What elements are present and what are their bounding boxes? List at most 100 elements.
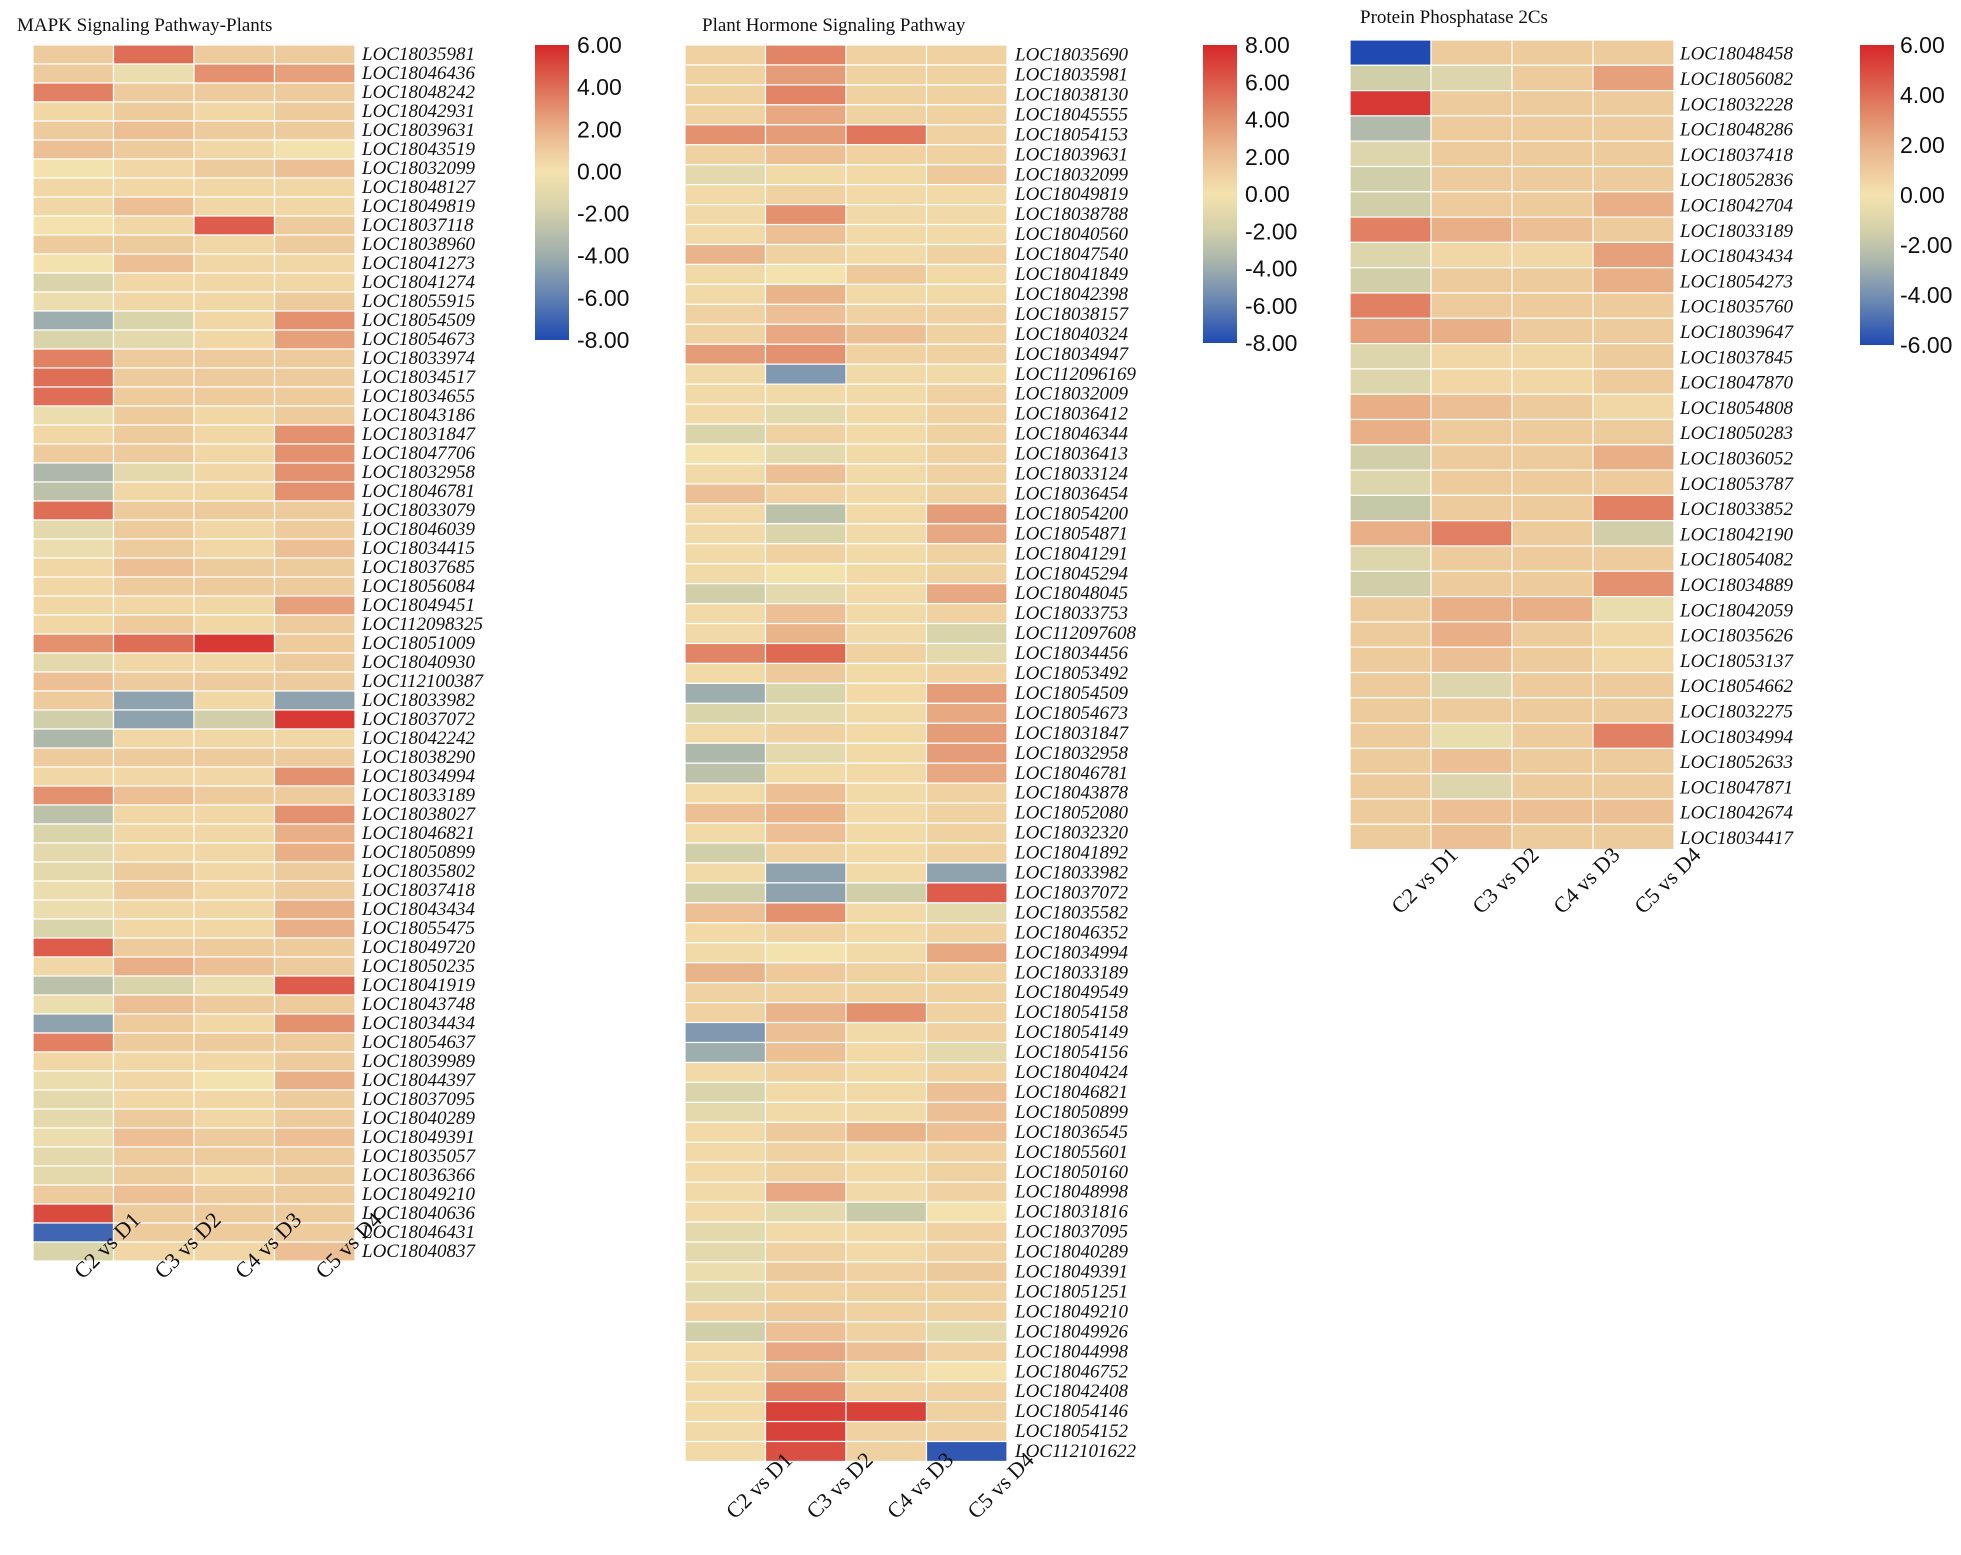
heatmap-cell xyxy=(925,842,1008,864)
heatmap-cell xyxy=(193,82,276,103)
gene-label: LOC18045555 xyxy=(1014,104,1128,125)
heatmap-cell xyxy=(1592,64,1675,92)
heatmap-cell xyxy=(684,1341,767,1363)
gene-label: LOC18039631 xyxy=(361,120,475,141)
heatmap-cell xyxy=(1430,418,1513,446)
gene-label: LOC18037845 xyxy=(1679,347,1793,368)
heatmap-cell xyxy=(1430,368,1513,395)
heatmap-cell xyxy=(764,303,847,325)
heatmap-cell xyxy=(845,104,928,126)
heatmap-cell xyxy=(845,942,928,964)
heatmap-cell xyxy=(764,962,847,984)
panel-title-pp2c: Protein Phosphatase 2Cs xyxy=(1360,7,1548,28)
colorbar-tick-label: -4.00 xyxy=(1245,256,1297,282)
heatmap-cell xyxy=(845,483,928,505)
heatmap-cell xyxy=(273,842,356,863)
heatmap-cell xyxy=(925,563,1008,585)
heatmap-cell xyxy=(764,662,847,685)
heatmap-cell xyxy=(193,842,276,863)
heatmap-cell xyxy=(32,101,115,122)
heatmap-cell xyxy=(684,1420,767,1443)
column-label: C4 vs D3 xyxy=(1548,842,1624,918)
heatmap-cell xyxy=(684,243,767,266)
heatmap-cell xyxy=(1592,621,1675,648)
heatmap-cell xyxy=(925,64,1008,86)
heatmap-cell xyxy=(1349,115,1432,142)
heatmap-cell xyxy=(1592,444,1675,471)
heatmap-cell xyxy=(764,223,847,246)
heatmap-cell xyxy=(925,1281,1008,1303)
heatmap-cell xyxy=(1349,469,1432,497)
heatmap-cell xyxy=(1592,747,1675,775)
heatmap-cell xyxy=(684,463,767,485)
colorbar-tick-label: 6.00 xyxy=(577,32,622,58)
heatmap-cell xyxy=(32,538,115,559)
heatmap-cell xyxy=(764,842,847,864)
heatmap-cell xyxy=(32,671,115,692)
heatmap-cell xyxy=(1511,823,1594,851)
heatmap-cell xyxy=(1349,191,1432,218)
heatmap-cell xyxy=(845,702,928,724)
gene-label: LOC18036366 xyxy=(361,1165,475,1186)
colorbar-tick-label: -6.00 xyxy=(1245,293,1297,319)
colorbar-mapk xyxy=(535,45,569,340)
heatmap-cell xyxy=(684,842,767,864)
heatmap-cell xyxy=(32,937,115,958)
heatmap-cell xyxy=(193,899,276,920)
heatmap-cell xyxy=(764,1400,847,1423)
heatmap-cell xyxy=(1349,494,1432,522)
heatmap-cell xyxy=(925,223,1008,246)
heatmap-cell xyxy=(273,595,356,616)
heatmap-cell xyxy=(684,583,767,605)
heatmap-cell xyxy=(684,343,767,365)
heatmap-cell xyxy=(925,602,1008,625)
heatmap-cell xyxy=(273,823,356,844)
heatmap-cell xyxy=(1511,216,1594,244)
heatmap-cell xyxy=(845,1221,928,1243)
gene-label: LOC18046436 xyxy=(361,63,475,84)
heatmap-cell xyxy=(112,1013,195,1034)
heatmap-cell xyxy=(764,323,847,345)
heatmap-cell xyxy=(112,1165,195,1186)
heatmap-cell xyxy=(684,602,767,625)
heatmap-cell xyxy=(1592,165,1675,193)
heatmap-cell xyxy=(925,1041,1008,1064)
gene-label: LOC18046821 xyxy=(361,823,475,844)
heatmap-cell xyxy=(845,243,928,266)
heatmap-cell xyxy=(684,962,767,984)
colorbar-tick-label: -4.00 xyxy=(1900,282,1952,308)
heatmap-cell xyxy=(273,158,356,179)
heatmap-cell xyxy=(845,1261,928,1283)
heatmap-cell xyxy=(193,956,276,977)
heatmap-cell xyxy=(684,1400,767,1423)
colorbar-tick-label: 8.00 xyxy=(1245,32,1290,58)
gene-label: LOC18043434 xyxy=(1679,246,1793,267)
heatmap-cell xyxy=(684,563,767,585)
heatmap-cell xyxy=(273,519,356,540)
gene-label: LOC18034434 xyxy=(361,1013,475,1034)
heatmap-cell xyxy=(764,124,847,146)
gene-label: LOC18046039 xyxy=(361,519,475,540)
heatmap-cell xyxy=(32,177,115,198)
heatmap-cell xyxy=(1349,747,1432,775)
gene-label: LOC18041849 xyxy=(1014,264,1128,285)
heatmap-cell xyxy=(273,899,356,920)
heatmap-cell xyxy=(764,1041,847,1064)
heatmap-cell xyxy=(112,1089,195,1110)
gene-label: LOC18054153 xyxy=(1014,124,1128,145)
gene-label: LOC18050235 xyxy=(361,956,475,977)
heatmap-cell xyxy=(273,120,356,141)
heatmap-cell xyxy=(1349,773,1432,800)
heatmap-cell xyxy=(193,101,276,122)
heatmap-cell xyxy=(1592,570,1675,598)
heatmap-cell xyxy=(1349,241,1432,269)
heatmap-cell xyxy=(925,443,1008,465)
heatmap-cell xyxy=(764,403,847,425)
gene-label: LOC18054200 xyxy=(1014,503,1128,524)
heatmap-cell xyxy=(112,1070,195,1091)
heatmap-cell xyxy=(764,1261,847,1283)
heatmap-cell xyxy=(193,139,276,160)
gene-label: LOC18034456 xyxy=(1014,643,1128,664)
colorbar-tick-label: 4.00 xyxy=(1900,82,1945,108)
